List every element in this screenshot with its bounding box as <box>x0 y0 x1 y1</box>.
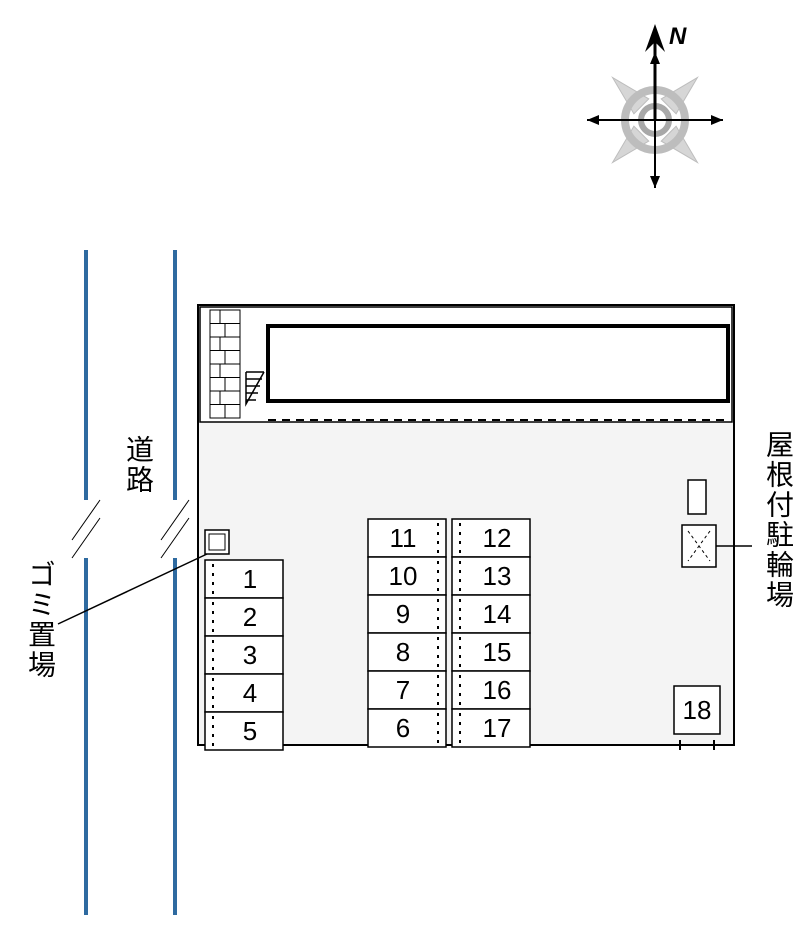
parking-slot-16: 16 <box>452 671 530 709</box>
brick-wall <box>210 310 240 418</box>
compass-n-label: N <box>669 23 687 50</box>
svg-text:9: 9 <box>396 599 410 629</box>
parking-slot-6: 6 <box>368 709 446 747</box>
svg-text:6: 6 <box>396 713 410 743</box>
parking-slot-17: 17 <box>452 709 530 747</box>
parking-slot-15: 15 <box>452 633 530 671</box>
svg-text:17: 17 <box>483 713 512 743</box>
bike-label: 屋根付駐輪場 <box>758 430 798 610</box>
svg-text:18: 18 <box>683 695 712 725</box>
svg-text:2: 2 <box>243 602 257 632</box>
bike-stub <box>688 480 706 514</box>
compass-icon: N <box>587 23 723 188</box>
svg-text:4: 4 <box>243 678 257 708</box>
parking-slot-1: 1 <box>205 560 283 598</box>
parking-slot-10: 10 <box>368 557 446 595</box>
svg-text:5: 5 <box>243 716 257 746</box>
svg-text:1: 1 <box>243 564 257 594</box>
parking-slot-13: 13 <box>452 557 530 595</box>
parking-slot-9: 9 <box>368 595 446 633</box>
svg-text:3: 3 <box>243 640 257 670</box>
trash-label: ゴミ置場 <box>20 560 60 680</box>
leader-line <box>58 554 207 624</box>
svg-text:10: 10 <box>389 561 418 591</box>
parking-slot-5: 5 <box>205 712 283 750</box>
svg-text:8: 8 <box>396 637 410 667</box>
road-label: 道路 <box>118 435 158 495</box>
svg-text:15: 15 <box>483 637 512 667</box>
svg-text:11: 11 <box>390 523 417 553</box>
svg-text:7: 7 <box>396 675 410 705</box>
svg-text:16: 16 <box>483 675 512 705</box>
svg-text:14: 14 <box>483 599 512 629</box>
parking-slot-12: 12 <box>452 519 530 557</box>
svg-text:12: 12 <box>483 523 512 553</box>
parking-slot-4: 4 <box>205 674 283 712</box>
parking-slot-8: 8 <box>368 633 446 671</box>
parking-slot-2: 2 <box>205 598 283 636</box>
parking-slot-14: 14 <box>452 595 530 633</box>
parking-slot-11: 11 <box>368 519 446 557</box>
parking-slot-3: 3 <box>205 636 283 674</box>
bike-parking <box>682 525 716 567</box>
building-outline <box>268 326 728 401</box>
svg-text:13: 13 <box>483 561 512 591</box>
parking-slot-7: 7 <box>368 671 446 709</box>
